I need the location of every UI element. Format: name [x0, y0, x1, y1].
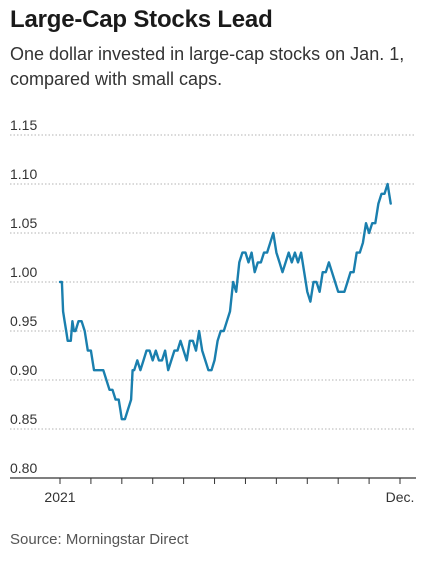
source-note: Source: Morningstar Direct: [10, 531, 189, 548]
series-layer: [58, 182, 392, 421]
x-tick-label: 2021: [44, 489, 75, 505]
chart-subtitle: One dollar invested in large-cap stocks …: [10, 44, 405, 89]
x-tick-label: Dec.: [386, 489, 415, 505]
y-tick-label: 0.80: [10, 460, 37, 476]
series-line-0: [58, 182, 392, 421]
chart-title: Large-Cap Stocks Lead: [10, 6, 273, 33]
y-tick-label: 1.15: [10, 117, 37, 133]
y-tick-label: 0.85: [10, 411, 37, 427]
y-tick-label: 0.90: [10, 362, 37, 378]
y-tick-label: 1.00: [10, 264, 37, 280]
y-tick-label: 1.10: [10, 166, 37, 182]
grid-lines: [10, 134, 416, 479]
y-tick-label: 1.05: [10, 215, 37, 231]
y-tick-label: 0.95: [10, 313, 37, 329]
y-axis-tick-labels: 1.15 1.10 1.05 1.00 0.95 0.90 0.85 0.80: [10, 117, 37, 476]
x-axis: 2021 Dec.: [44, 478, 414, 505]
